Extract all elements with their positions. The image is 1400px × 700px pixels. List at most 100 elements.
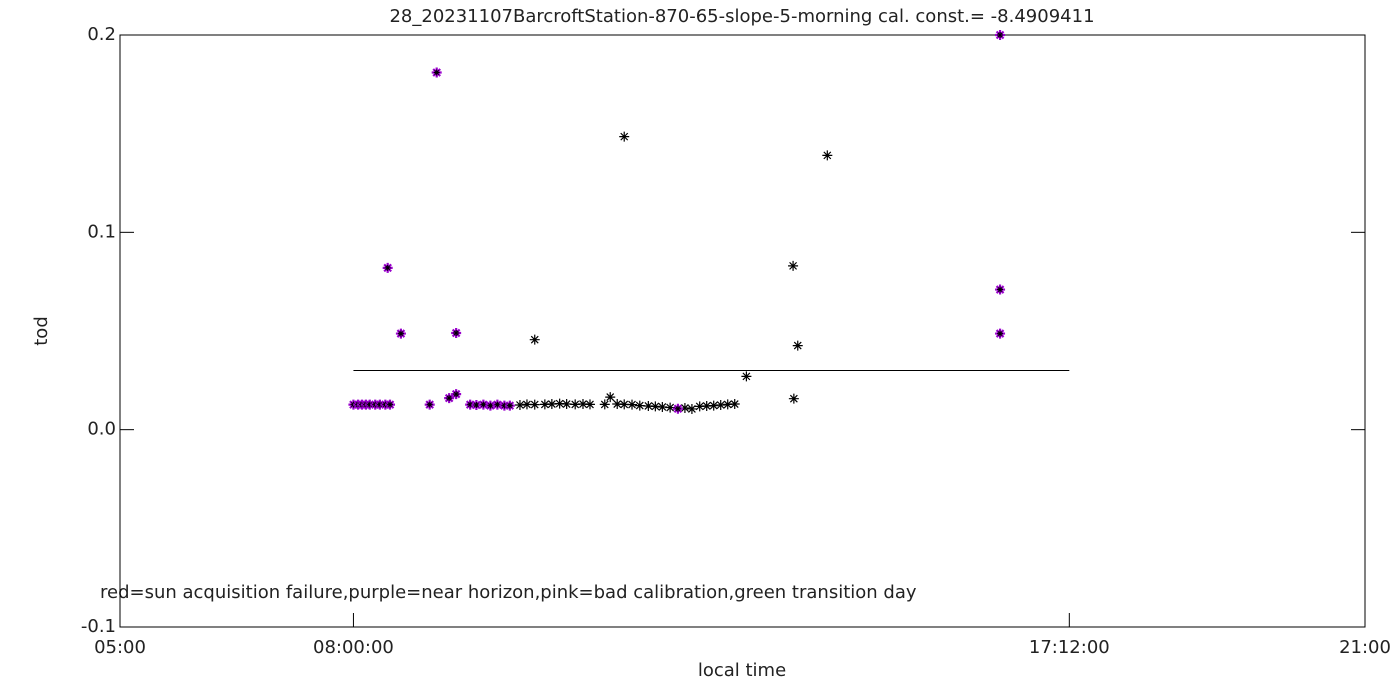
point [995,30,1006,40]
x-tick-label: 08:00:00 [313,637,394,658]
asterisk [570,399,581,410]
asterisk-core [433,69,440,76]
asterisk-core [997,286,1004,293]
asterisk-core [506,402,513,409]
asterisk [665,402,676,413]
asterisk-core [473,402,480,408]
asterisk [686,403,697,414]
point [395,328,406,339]
asterisk [822,150,833,161]
asterisk-core [487,402,494,409]
point [539,399,550,410]
point [451,327,462,338]
point [444,393,455,404]
asterisk-core [467,401,474,408]
asterisk [529,334,540,345]
point [382,262,393,273]
point [529,399,540,410]
x-tick-label: 17:12:00 [1029,637,1110,658]
y-tick-label: 0.0 [87,419,116,440]
point [529,334,540,345]
asterisk [627,399,638,410]
asterisk-core [453,329,460,336]
asterisk [634,400,645,411]
point [643,400,654,411]
asterisk [708,400,719,411]
point [729,399,740,410]
asterisk [741,371,752,382]
point [657,401,668,412]
point [679,402,690,413]
point [385,399,396,410]
point [492,399,503,410]
point [374,399,385,410]
point [741,371,752,382]
asterisk-core [366,401,373,408]
asterisk-core [480,401,487,408]
chart-title: 28_20231107BarcroftStation-870-65-slope-… [389,6,1094,27]
point [465,399,476,410]
asterisk [643,400,654,411]
asterisk [529,399,540,410]
asterisk-core [453,391,460,398]
point [792,340,803,351]
asterisk-core [997,32,1004,38]
point [504,400,515,411]
asterisk [729,399,740,410]
point [650,401,661,412]
asterisk [612,399,623,410]
point [672,403,683,414]
point [634,400,645,411]
point [627,399,638,410]
point [686,403,697,414]
plot-frame [119,34,1366,628]
x-tick-label: 21:00 [1339,637,1391,658]
point [619,399,630,410]
asterisk-core [501,402,508,409]
asterisk [599,399,610,410]
asterisk [792,340,803,351]
asterisk-core [384,264,391,271]
point [788,393,799,404]
point [424,399,435,410]
point [599,399,610,410]
point [619,131,630,142]
point [364,399,375,410]
point [822,150,833,161]
asterisk-core [387,401,394,408]
point [995,284,1006,295]
y-axis-label: tod [31,316,52,346]
x-tick-label: 05:00 [94,637,146,658]
y-tick-label: 0.2 [87,24,116,45]
asterisk [694,401,705,412]
point [694,401,705,412]
asterisk [521,399,532,410]
asterisk [788,260,799,271]
point [722,399,733,410]
asterisk [514,400,525,410]
asterisk [788,393,799,404]
asterisk [577,399,588,410]
point [451,389,462,400]
asterisk [546,399,557,410]
asterisk [701,400,712,411]
asterisk [657,401,668,412]
asterisk [539,399,550,410]
asterisk [605,392,616,403]
asterisk [722,399,733,410]
point [561,399,572,410]
asterisk [650,401,661,412]
point [665,402,676,413]
point [577,399,588,410]
asterisk [619,131,630,142]
point [546,399,557,410]
point [788,260,799,271]
point [570,399,581,410]
point [431,67,442,78]
point [605,392,616,403]
point [612,399,623,410]
point [554,398,565,409]
asterisk [715,400,726,410]
